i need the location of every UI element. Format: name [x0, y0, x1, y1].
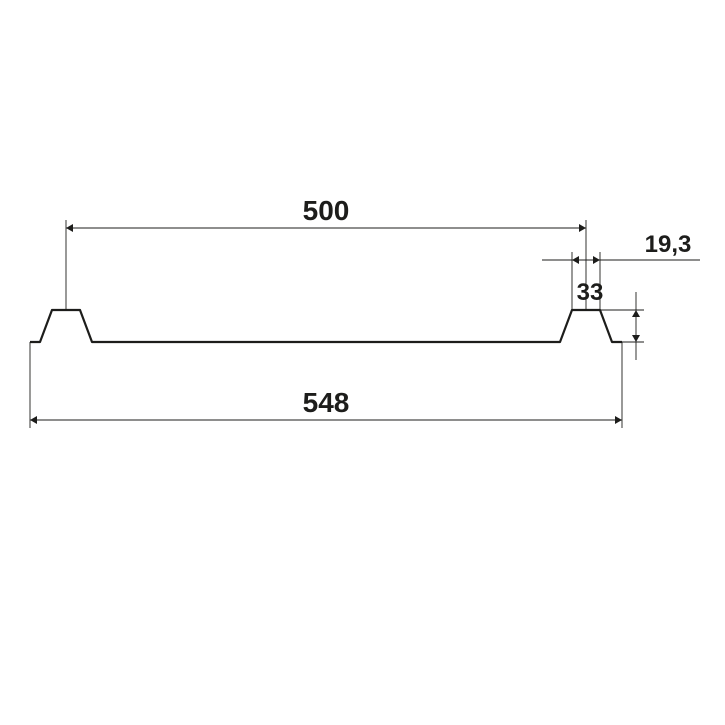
svg-text:500: 500	[303, 195, 350, 226]
profile-cross-section-diagram: 500 548 33 19,3	[0, 0, 725, 725]
svg-text:548: 548	[303, 387, 350, 418]
svg-text:19,3: 19,3	[645, 231, 692, 258]
sheet-profile-outline	[30, 310, 622, 342]
svg-text:33: 33	[577, 279, 604, 306]
